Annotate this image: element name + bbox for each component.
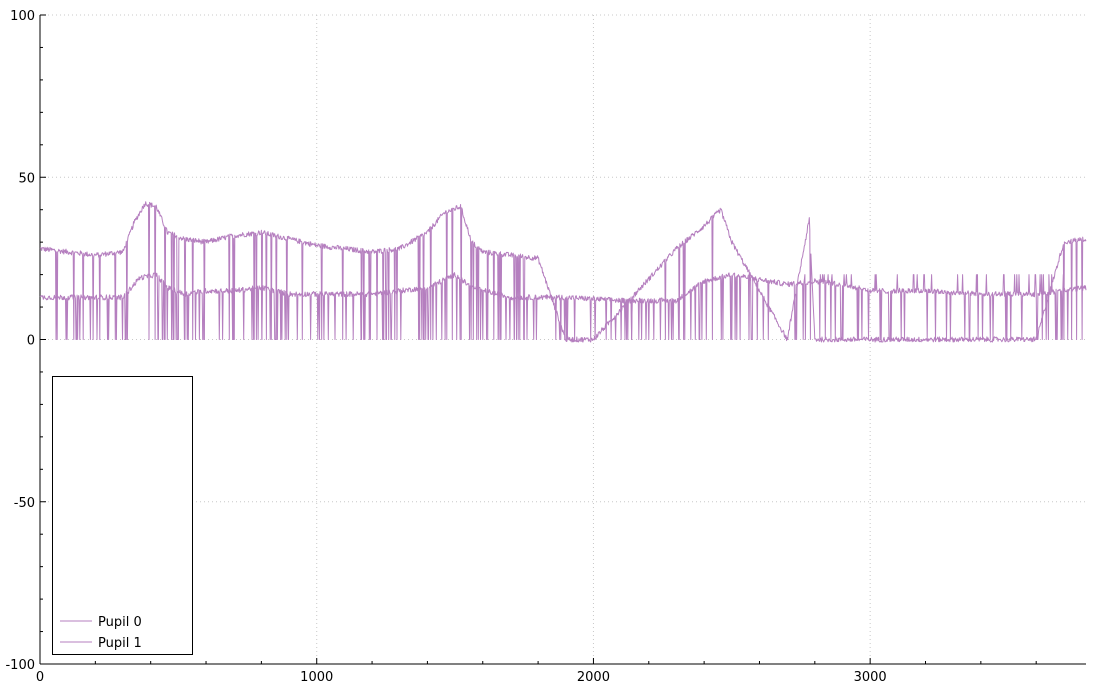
series-line-0 — [39, 201, 1087, 343]
series-line-1 — [39, 272, 1087, 340]
x-tick-label: 3000 — [854, 670, 887, 685]
legend-label: Pupil 0 — [98, 615, 142, 630]
y-tick-label: -100 — [5, 658, 35, 673]
y-tick-label: 0 — [27, 334, 35, 349]
legend-label: Pupil 1 — [98, 636, 142, 651]
x-tick-label: 1000 — [300, 670, 333, 685]
y-tick-label: 100 — [10, 9, 35, 24]
y-tick-label: 50 — [18, 171, 35, 186]
legend: Pupil 0 Pupil 1 — [52, 376, 193, 655]
legend-box — [52, 376, 193, 655]
x-tick-label: 2000 — [577, 670, 610, 685]
series-group — [39, 201, 1087, 343]
x-tick-label: 0 — [36, 670, 44, 685]
y-tick-label: -50 — [14, 496, 35, 511]
